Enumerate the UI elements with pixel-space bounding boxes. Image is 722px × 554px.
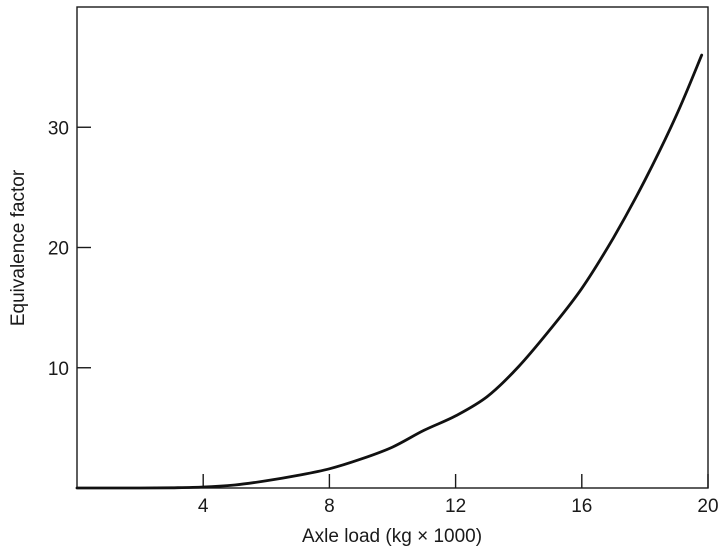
y-tick-label-10: 10 — [48, 359, 69, 380]
y-tick-label-20: 20 — [48, 239, 69, 260]
x-tick-label-16: 16 — [571, 496, 592, 517]
x-tick-label-8: 8 — [324, 496, 335, 517]
y-tick-labels: 10 20 30 — [48, 118, 69, 380]
x-tick-label-4: 4 — [198, 496, 209, 517]
y-axis-label: Equivalence factor — [8, 169, 29, 326]
x-tick-labels: 4 8 12 16 20 — [198, 496, 719, 517]
x-tick-label-12: 12 — [445, 496, 466, 517]
series-line — [75, 53, 704, 490]
axis-ticks — [77, 126, 709, 488]
x-tick-label-20: 20 — [697, 496, 718, 517]
plot-frame — [76, 6, 709, 489]
y-tick-label-30: 30 — [48, 118, 69, 139]
x-axis-label: Axle load (kg × 1000) — [302, 526, 482, 547]
